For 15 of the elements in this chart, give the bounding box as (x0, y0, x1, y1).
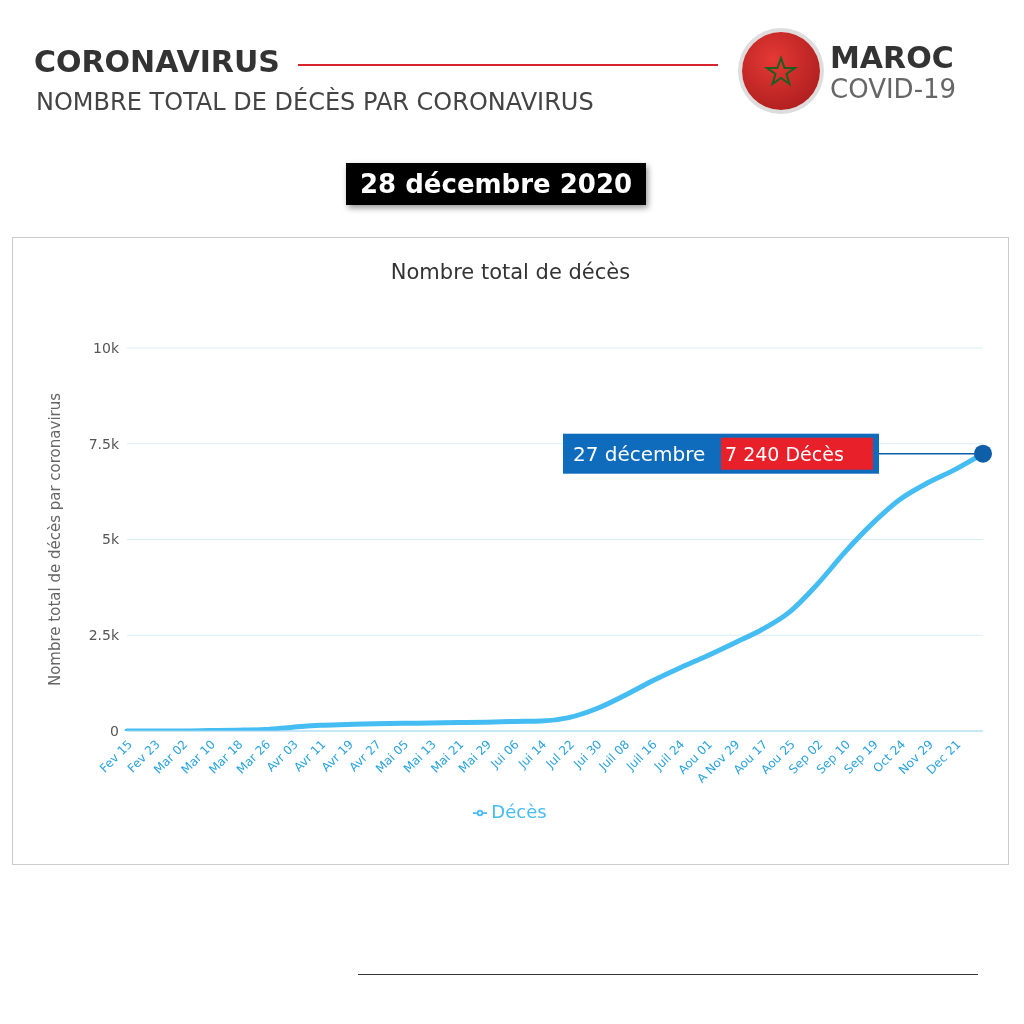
text: 28 décembre 2020 (346, 163, 647, 205)
chart-subtitle: NOMBRE TOTAL DE DÉCÈS PAR CORONAVIRUS (36, 88, 594, 116)
text: MAROC (830, 40, 954, 75)
text: Nombre total de décès (389, 260, 632, 284)
text: COVID-19 (830, 74, 957, 104)
y-tick-label: 0 (110, 722, 119, 739)
y-tick-label: 2.5k (88, 627, 120, 644)
y-tick-label: 10k (93, 339, 120, 356)
legend-label: Décès (491, 801, 547, 822)
y-tick-label: 7.5k (88, 435, 120, 452)
y-tick-label: 5k (101, 531, 120, 548)
annotation: 7 240 Décès (725, 442, 844, 465)
chart-title: CORONAVIRUS (34, 44, 280, 79)
annotation: 27 décembre (573, 441, 706, 466)
y-axis-title: Nombre total de décès par coronavirus (46, 392, 65, 687)
